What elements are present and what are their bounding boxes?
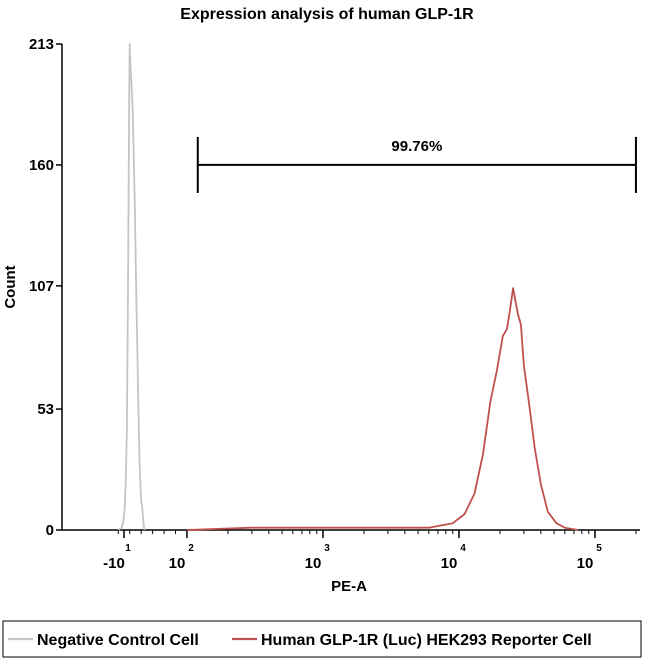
legend-label: Human GLP-1R (Luc) HEK293 Reporter Cell: [261, 632, 592, 649]
series-line-1: [186, 287, 579, 531]
series-line-0: [117, 43, 146, 531]
legend-items: Negative Control Cell Human GLP-1R (Luc) …: [8, 632, 592, 649]
gate-marker: 99.76%: [196, 136, 637, 193]
series-layer: [117, 43, 579, 531]
x-tick-exponent: 2: [188, 543, 194, 554]
x-axis-label: PE-A: [331, 578, 367, 595]
y-tick-label: 0: [46, 522, 54, 539]
x-tick-exponent: 4: [460, 543, 466, 554]
y-axis-ticks: 0 53 107 160 213: [29, 36, 62, 539]
chart-title: Expression analysis of human GLP-1R: [180, 6, 474, 23]
y-tick-label: 107: [29, 278, 54, 295]
y-axis-label: Count: [2, 265, 19, 308]
x-tick-label: 10: [305, 555, 322, 572]
legend: Negative Control Cell Human GLP-1R (Luc) …: [2, 620, 642, 658]
x-tick-exponent: 3: [324, 543, 330, 554]
legend-label: Negative Control Cell: [37, 632, 199, 649]
x-tick-label: 10: [577, 555, 594, 572]
y-tick-label: 53: [37, 401, 54, 418]
x-tick-label: 10: [169, 555, 186, 572]
gate-percentage: 99.76%: [391, 138, 442, 155]
y-tick-label: 213: [29, 36, 54, 53]
x-tick-label: 10: [441, 555, 458, 572]
x-tick-exponent: 1: [125, 543, 131, 554]
x-tick-label: -10: [103, 555, 125, 572]
legend-box: [2, 620, 642, 658]
x-tick-exponent: 5: [596, 543, 602, 554]
y-tick-label: 160: [29, 157, 54, 174]
